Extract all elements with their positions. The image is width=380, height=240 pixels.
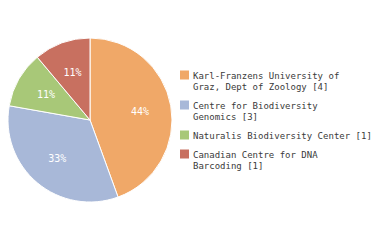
legend-entry: Karl-Franzens University ofGraz, Dept of… <box>193 71 339 92</box>
data-labels: 44% 33% 11% 11% <box>37 67 149 165</box>
data-label: 11% <box>37 89 55 100</box>
legend: Karl-Franzens University ofGraz, Dept of… <box>180 71 372 171</box>
chart: 44% 33% 11% 11% Karl-Franzens University ofG… <box>0 0 380 240</box>
legend-swatch <box>180 71 189 80</box>
legend-swatch <box>180 101 189 110</box>
slice <box>8 106 118 202</box>
legend-entry: Naturalis Biodiversity Center [1] <box>193 131 372 141</box>
legend-entry: Centre for BiodiversityGenomics [3] <box>193 101 318 122</box>
slice <box>37 38 90 120</box>
data-label: 44% <box>131 106 149 117</box>
slices <box>8 38 172 202</box>
legend-swatch <box>180 131 189 140</box>
legend-swatch <box>180 150 189 159</box>
data-label: 33% <box>48 153 66 164</box>
data-label: 11% <box>64 67 82 78</box>
legend-entry: Canadian Centre for DNABarcoding [1] <box>193 150 318 171</box>
